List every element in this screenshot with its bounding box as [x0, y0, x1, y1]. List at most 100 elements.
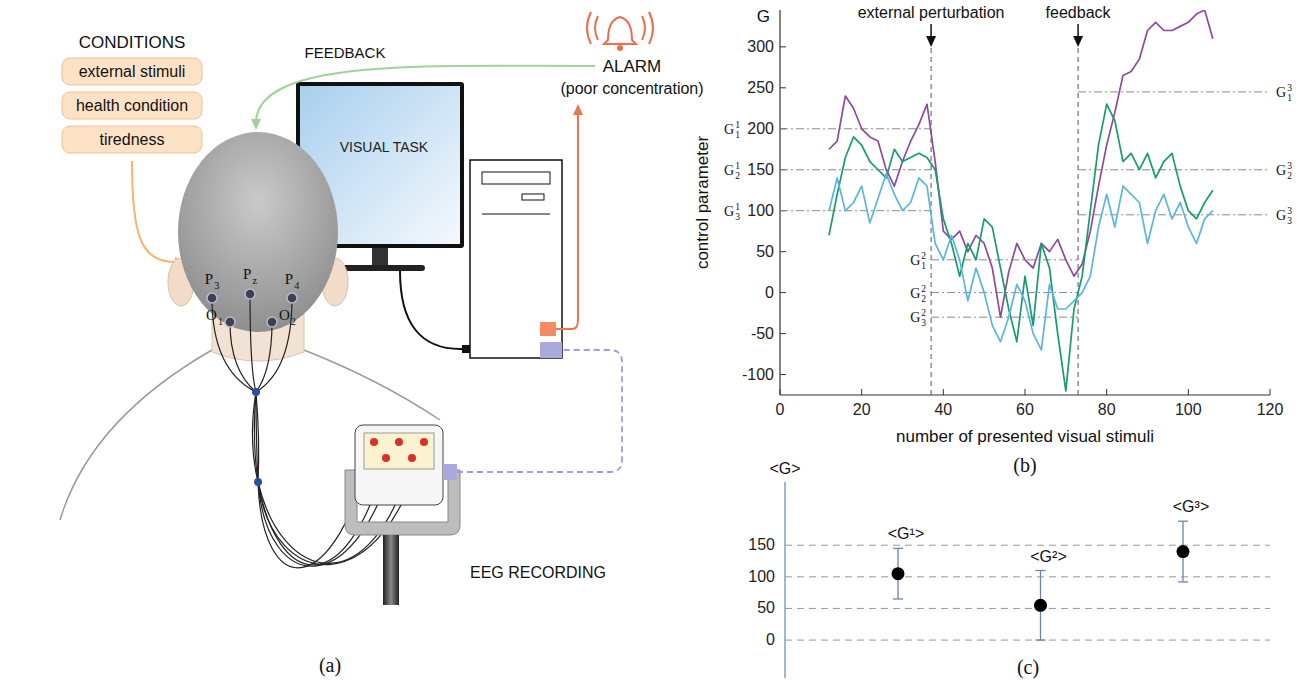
label-sub: 2 [291, 316, 296, 327]
arrow-head [926, 36, 936, 47]
y-tick-label: 150 [748, 536, 775, 553]
arrow-head [1073, 36, 1083, 47]
scripted-label: G23 [910, 308, 926, 328]
wire [256, 298, 292, 392]
panel-c: 050100150<G><G¹><G²><G³>(c) [748, 460, 1270, 679]
grid-line [785, 545, 1270, 546]
y-tick-label: 100 [748, 568, 775, 585]
bell [604, 17, 636, 44]
conditions-title: CONDITIONS [79, 33, 186, 52]
label-sup: 2 [921, 284, 926, 294]
electrode [287, 293, 297, 303]
point-label: <G²> [1030, 548, 1066, 565]
condition-box [62, 58, 202, 85]
y-tick-label: 200 [747, 120, 774, 137]
label-base: O [279, 307, 290, 323]
bell-wave [649, 12, 653, 44]
y-tick-label: 300 [747, 38, 774, 55]
monitor-port [462, 345, 470, 353]
series-line [829, 174, 1213, 350]
scripted-label: P3 [205, 271, 219, 291]
device-pin [370, 438, 378, 446]
y-tick-label: 50 [756, 243, 774, 260]
level-line [780, 210, 931, 211]
label-base: G [910, 310, 920, 325]
label-sup: 3 [1287, 161, 1292, 171]
eeg-device [355, 425, 443, 505]
label-sup: 3 [1287, 83, 1292, 93]
wire-node [252, 388, 260, 396]
label-base: P [205, 271, 213, 287]
panel-a: CONDITIONSexternal stimulihealth conditi… [60, 12, 704, 677]
y-tick [780, 87, 786, 88]
x-tick-label: 120 [1257, 401, 1284, 418]
label-sup: 1 [735, 120, 740, 130]
label-base: P [243, 266, 251, 282]
label-sub: 1 [921, 261, 926, 271]
error-bar-cap [893, 548, 903, 549]
label-base: O [206, 307, 217, 323]
x-axis-title: number of presented visual stimuli [896, 427, 1154, 446]
label-sub: 3 [735, 212, 740, 222]
label-base: G [1276, 208, 1286, 223]
wire [250, 294, 256, 392]
y-tick-label: 0 [766, 631, 775, 648]
figure: CONDITIONSexternal stimulihealth conditi… [0, 0, 1313, 692]
label-sub: z [252, 275, 257, 286]
y-tick-label: 50 [757, 599, 775, 616]
arrow-head [251, 119, 261, 130]
error-bar-cap [1178, 581, 1188, 582]
scripted-label: G22 [910, 284, 926, 304]
device-port [443, 464, 457, 480]
alarm-port [540, 322, 556, 336]
label-sub: 2 [735, 171, 740, 181]
y-axis [784, 482, 785, 678]
series-line [829, 104, 1213, 391]
tower-slot [522, 194, 544, 200]
panel-label: (c) [1017, 656, 1039, 679]
alarm-note: (poor concentration) [560, 80, 703, 97]
x-tick-label: 0 [776, 401, 785, 418]
scripted-label: G12 [724, 161, 740, 181]
condition-label: tiredness [100, 131, 165, 148]
wire [256, 322, 272, 392]
level-line [1078, 91, 1270, 92]
y-tick-label: -50 [751, 325, 774, 342]
condition-label: health condition [76, 97, 188, 114]
monitor-neck [372, 247, 388, 267]
bell-clapper [617, 45, 623, 51]
x-tick-label: 80 [1098, 401, 1116, 418]
error-bar-cap [1036, 639, 1046, 640]
label-sub: 3 [1287, 216, 1292, 226]
scripted-label: G32 [1276, 161, 1292, 181]
condition-box [62, 92, 202, 119]
label-sub: 2 [1287, 171, 1292, 181]
wire [254, 392, 258, 482]
y-tick [780, 251, 786, 252]
label-sub: 1 [735, 130, 740, 140]
label-sub: 3 [214, 280, 219, 291]
label-sub: 4 [294, 280, 299, 291]
scripted-label: Pz [243, 266, 257, 286]
device-pole [383, 535, 399, 605]
y-tick [780, 333, 786, 334]
annotation-arrow [1077, 24, 1079, 38]
annotation: feedback [1046, 4, 1112, 21]
level-line [1078, 169, 1270, 170]
label-sup: 1 [735, 161, 740, 171]
monitor-cable [400, 271, 462, 349]
bell-wave [642, 16, 645, 40]
label-sub: 1 [1287, 93, 1292, 103]
tower [470, 160, 562, 358]
point [1034, 599, 1047, 612]
label-base: G [910, 253, 920, 268]
wire [256, 392, 258, 482]
electrode [207, 293, 217, 303]
x-tick [1025, 389, 1026, 395]
x-tick-label: 60 [1016, 401, 1034, 418]
label-base: G [724, 122, 734, 137]
alarm-arrow [556, 114, 578, 329]
alarm-label: ALARM [603, 57, 662, 76]
label-sup: 3 [1287, 206, 1292, 216]
monitor-base [335, 265, 425, 271]
